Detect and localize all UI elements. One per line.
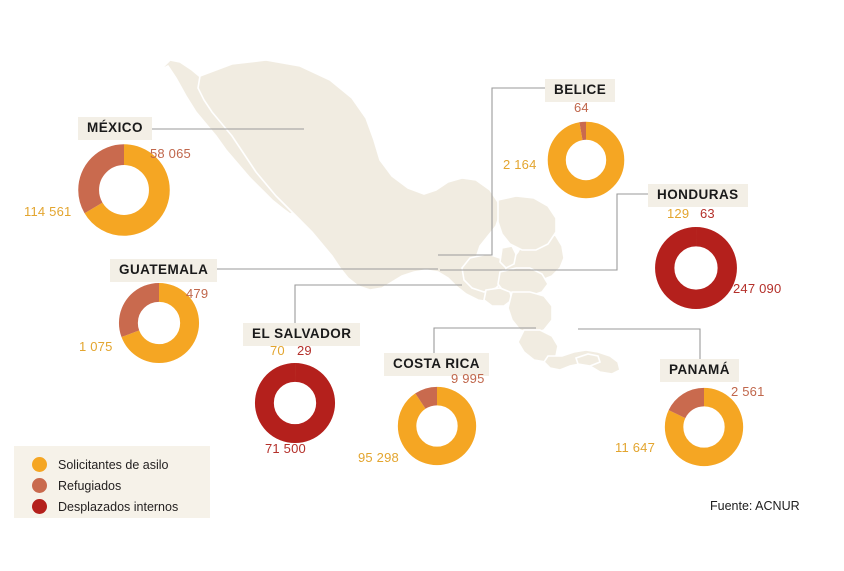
connector-panama [578, 328, 701, 359]
value-belice-asylum: 2 164 [503, 157, 537, 172]
country-label-guatemala: GUATEMALA [110, 259, 218, 282]
donut-chart-costarica [397, 386, 477, 466]
donut-chart-mexico [78, 144, 170, 236]
donut-segment-refugee [78, 144, 170, 236]
legend-item-refugee: Refugiados [32, 478, 121, 493]
legend-item-idp: Desplazados internos [32, 499, 178, 514]
legend-swatch-refugee-icon [32, 478, 47, 493]
connector-honduras [440, 193, 649, 271]
legend-label-asylum: Solicitantes de asilo [58, 457, 169, 472]
connector-elsalvador [294, 284, 462, 323]
connector-costarica [433, 327, 536, 355]
country-label-costarica: COSTA RICA [384, 353, 489, 376]
source-note: Fuente: ACNUR [710, 499, 800, 513]
donut-segment-idp [655, 227, 737, 309]
value-mexico-refugee: 58 065 [150, 146, 191, 161]
value-elsalvador-asylum: 70 [270, 343, 285, 358]
legend-swatch-asylum-icon [32, 457, 47, 472]
value-panama-refugee: 2 561 [731, 384, 765, 399]
donut-chart-elsalvador [254, 362, 336, 444]
value-belice-refugee: 64 [574, 100, 589, 115]
country-label-elsalvador: EL SALVADOR [243, 323, 361, 346]
value-guatemala-refugee: 479 [186, 286, 209, 301]
legend-item-asylum: Solicitantes de asilo [32, 457, 168, 472]
donut-chart-honduras [655, 227, 737, 309]
value-honduras-asylum: 129 [667, 206, 690, 221]
donut-segment-refugee [664, 387, 744, 467]
donut-chart-panama [664, 387, 744, 467]
donut-segment-refugee [547, 121, 625, 199]
legend-label-idp: Desplazados internos [58, 499, 179, 514]
country-label-panama: PANAMÁ [660, 359, 739, 382]
legend: Solicitantes de asilo Refugiados Desplaz… [14, 446, 210, 518]
value-elsalvador-refugee: 29 [297, 343, 312, 358]
donut-segment-refugee [118, 282, 200, 364]
donut-chart-guatemala [118, 282, 200, 364]
donut-chart-belice [547, 121, 625, 199]
country-label-mexico: MÉXICO [78, 117, 152, 140]
donut-segment-refugee [397, 386, 477, 466]
value-panama-asylum: 11 647 [615, 440, 655, 455]
value-honduras-idp: 247 090 [733, 281, 782, 296]
value-mexico-asylum: 114 561 [24, 204, 72, 219]
value-honduras-refugee: 63 [700, 206, 715, 221]
country-label-honduras: HONDURAS [648, 184, 748, 207]
value-costarica-refugee: 9 995 [451, 371, 485, 386]
country-label-belice: BELICE [545, 79, 616, 102]
value-elsalvador-idp: 71 500 [265, 441, 306, 456]
legend-label-refugee: Refugiados [58, 478, 122, 493]
connector-belice [438, 87, 546, 256]
donut-segment-idp [254, 362, 336, 444]
legend-swatch-idp-icon [32, 499, 47, 514]
value-costarica-asylum: 95 298 [358, 450, 399, 465]
value-guatemala-asylum: 1 075 [79, 339, 113, 354]
